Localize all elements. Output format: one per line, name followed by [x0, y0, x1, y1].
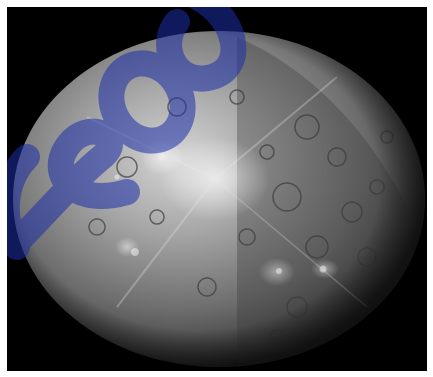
- photo: [7, 7, 427, 371]
- mercury-scene: [7, 7, 427, 371]
- watermark: [7, 7, 247, 260]
